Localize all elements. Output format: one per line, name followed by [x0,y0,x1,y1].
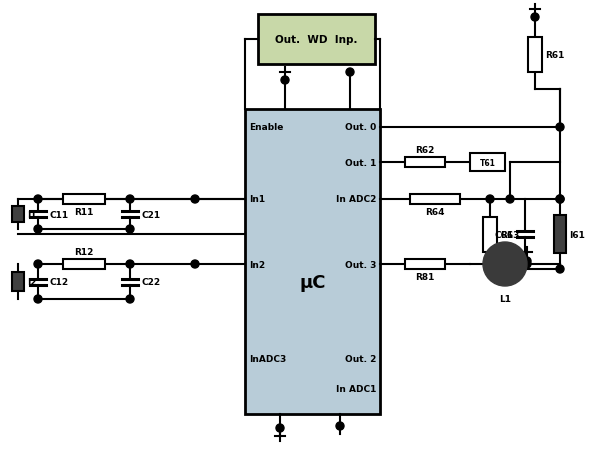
Text: C61: C61 [495,230,514,239]
Bar [245,110,380,414]
Circle shape [126,260,134,269]
Bar [528,38,542,73]
Bar [554,215,566,254]
Text: L1: L1 [499,294,511,303]
Circle shape [506,269,514,276]
Text: C11: C11 [49,210,68,219]
Text: In ADC2: In ADC2 [336,195,376,204]
Bar [470,154,505,172]
Circle shape [281,77,289,85]
Text: I2: I2 [27,277,37,286]
Text: InADC3: InADC3 [249,355,286,364]
Text: R12: R12 [74,247,94,257]
Circle shape [191,260,199,269]
Text: C21: C21 [141,210,160,219]
Text: R61: R61 [545,50,564,59]
Circle shape [531,14,539,22]
Circle shape [556,124,564,132]
Text: R81: R81 [415,272,435,281]
Circle shape [34,196,42,203]
Text: R62: R62 [415,146,435,155]
Bar [483,217,497,252]
Circle shape [556,265,564,274]
Text: In ADC1: In ADC1 [336,385,376,394]
Bar [12,206,24,223]
Text: μC: μC [300,273,326,291]
Circle shape [34,225,42,234]
Text: R64: R64 [425,207,445,217]
Text: Out. 1: Out. 1 [345,158,376,167]
Text: R11: R11 [74,207,94,217]
Text: Out. 2: Out. 2 [345,355,376,364]
Circle shape [34,260,42,269]
Circle shape [34,295,42,303]
Text: In1: In1 [249,195,265,204]
Text: T61: T61 [479,158,495,167]
Text: Enable: Enable [249,123,284,132]
Circle shape [523,257,531,265]
Bar [63,195,105,205]
Bar [258,15,375,65]
Circle shape [556,196,564,203]
Circle shape [126,225,134,234]
Bar [405,259,445,269]
Circle shape [523,260,531,269]
Bar [405,157,445,168]
Text: In2: In2 [249,260,265,269]
Circle shape [346,69,354,77]
Text: Out. 3: Out. 3 [345,260,376,269]
Circle shape [126,295,134,303]
Circle shape [483,242,527,286]
Circle shape [276,424,284,432]
Circle shape [506,196,514,203]
Circle shape [336,422,344,430]
Bar [12,272,24,291]
Text: R63: R63 [500,230,519,239]
Bar [411,195,460,205]
Text: C22: C22 [141,277,160,286]
Text: I1: I1 [27,210,37,219]
Text: C12: C12 [49,277,68,286]
Circle shape [486,196,494,203]
Text: Out.  WD  Inp.: Out. WD Inp. [275,35,357,45]
Circle shape [191,196,199,203]
Text: Out. 0: Out. 0 [345,123,376,132]
Circle shape [126,196,134,203]
Text: I61: I61 [569,230,585,239]
Circle shape [556,196,564,203]
Bar [63,259,105,269]
